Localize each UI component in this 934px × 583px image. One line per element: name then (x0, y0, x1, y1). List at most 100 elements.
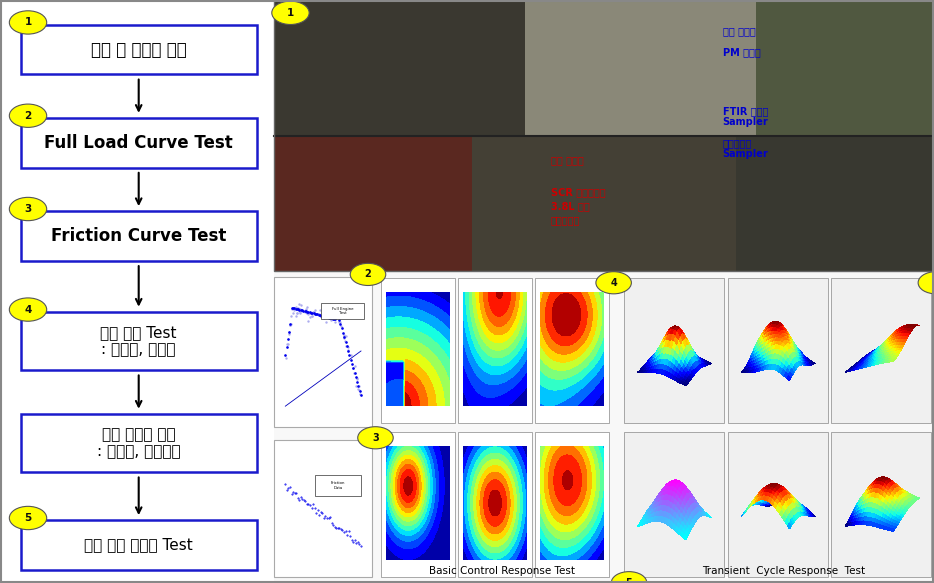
Point (316, 312, 331, 321)
Point (289, 311, 304, 321)
FancyBboxPatch shape (381, 278, 455, 423)
Text: 1: 1 (24, 17, 32, 27)
Point (318, 310, 333, 319)
Point (326, 521, 341, 530)
Point (293, 308, 308, 318)
Point (347, 368, 362, 378)
Point (290, 303, 305, 312)
Point (301, 309, 316, 318)
Point (307, 305, 322, 314)
Point (281, 483, 296, 493)
Point (315, 508, 330, 518)
Text: 라디에이터: 라디에이터 (551, 215, 580, 226)
Point (337, 333, 352, 342)
Text: 엔진 성능맵 도출
: 연료맵, 배기가스: 엔진 성능맵 도출 : 연료맵, 배기가스 (97, 427, 180, 459)
Point (291, 300, 306, 309)
Point (344, 350, 359, 360)
FancyBboxPatch shape (274, 135, 934, 271)
Point (281, 329, 296, 339)
FancyBboxPatch shape (21, 118, 257, 168)
Point (327, 522, 342, 532)
Point (349, 374, 364, 383)
Point (298, 307, 313, 316)
Point (298, 496, 313, 505)
Point (341, 346, 356, 356)
Point (289, 302, 304, 311)
Text: 2: 2 (364, 269, 372, 279)
Point (350, 374, 365, 384)
Point (288, 304, 303, 314)
Point (304, 308, 319, 318)
Point (293, 307, 308, 317)
Point (300, 308, 315, 317)
Point (338, 337, 353, 346)
Point (284, 489, 299, 498)
Point (336, 333, 351, 343)
Circle shape (9, 104, 47, 128)
Circle shape (918, 272, 934, 294)
Point (305, 307, 320, 317)
Point (310, 310, 325, 319)
Point (345, 359, 360, 368)
Point (318, 312, 333, 321)
Point (335, 525, 350, 534)
Point (278, 350, 293, 359)
Point (351, 382, 366, 391)
FancyBboxPatch shape (274, 135, 472, 271)
Point (349, 381, 364, 391)
Circle shape (9, 11, 47, 34)
Point (351, 385, 366, 394)
Point (338, 526, 353, 535)
Text: 4: 4 (610, 278, 617, 288)
Point (332, 524, 347, 533)
Point (328, 315, 343, 324)
Point (329, 524, 344, 533)
Text: 4: 4 (932, 278, 934, 288)
Point (324, 313, 339, 322)
Text: 3: 3 (24, 204, 32, 214)
Point (346, 538, 361, 547)
FancyBboxPatch shape (21, 414, 257, 472)
Text: 4: 4 (24, 304, 32, 315)
FancyBboxPatch shape (21, 212, 257, 261)
Point (287, 304, 302, 313)
Point (342, 350, 357, 360)
Point (347, 368, 361, 378)
Text: 5: 5 (24, 513, 32, 523)
Circle shape (612, 571, 647, 583)
FancyBboxPatch shape (21, 25, 257, 74)
Point (336, 332, 351, 341)
Point (347, 535, 362, 545)
Point (341, 343, 356, 352)
Point (338, 331, 353, 340)
Point (322, 513, 337, 522)
FancyBboxPatch shape (624, 431, 724, 577)
FancyBboxPatch shape (634, 582, 932, 583)
Point (345, 536, 360, 545)
Point (340, 531, 355, 540)
Point (284, 319, 299, 329)
FancyBboxPatch shape (728, 278, 828, 423)
Text: Friction
Data: Friction Data (331, 481, 346, 490)
Point (289, 488, 304, 497)
Text: 1: 1 (287, 8, 294, 18)
Point (318, 309, 333, 318)
Point (319, 514, 334, 523)
Point (311, 309, 326, 318)
Point (352, 389, 367, 398)
Point (336, 331, 351, 340)
Text: 2: 2 (24, 111, 32, 121)
Point (294, 300, 309, 310)
Point (330, 307, 345, 316)
Text: PM 분석계: PM 분석계 (723, 47, 760, 58)
Point (313, 311, 328, 320)
Point (285, 308, 300, 318)
Point (322, 310, 337, 319)
Point (286, 303, 301, 312)
FancyBboxPatch shape (381, 582, 624, 583)
FancyBboxPatch shape (459, 431, 531, 577)
FancyBboxPatch shape (21, 312, 257, 370)
Point (311, 310, 326, 319)
Point (337, 336, 352, 345)
Point (334, 324, 349, 333)
